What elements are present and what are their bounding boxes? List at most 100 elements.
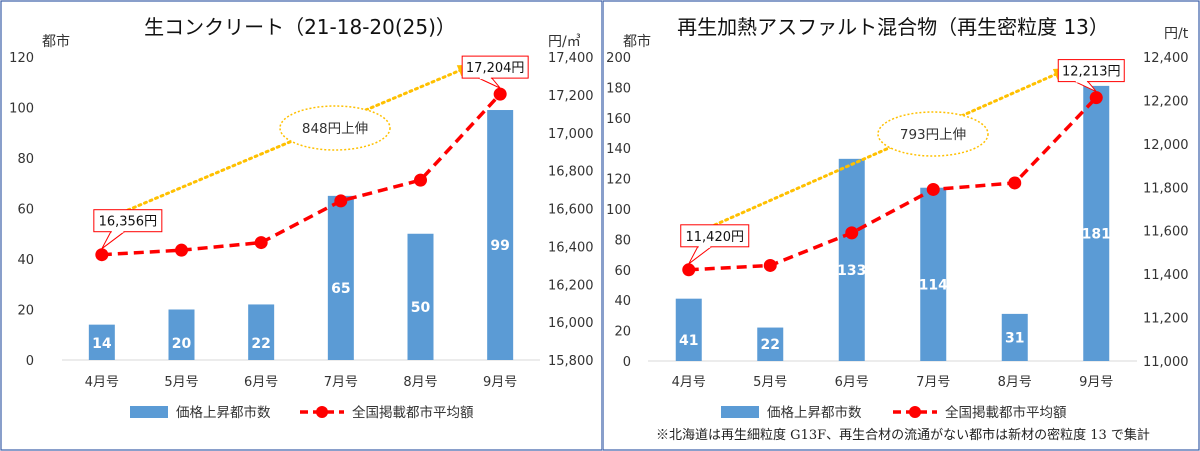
bar-value-label: 41 [679,333,698,349]
left-axis-tick: 80 [17,152,34,167]
line-point [95,248,109,262]
bar-value-label: 20 [172,336,192,352]
bar [407,233,434,360]
right-axis-tick: 11,800 [1143,181,1189,196]
left-axis-tick: 80 [614,233,631,248]
category-label: 7月号 [916,375,950,390]
bar [757,327,784,361]
line-point [763,258,777,272]
left-axis-tick: 120 [606,173,631,188]
bar [1083,85,1110,361]
bar-value-label: 22 [251,336,270,352]
bar-value-label: 14 [92,336,112,352]
right-axis-unit: 円/㎥ [548,34,581,50]
callout-text: 17,204円 [466,61,525,76]
line-point [682,263,696,277]
increase-label: 793円上伸 [900,127,966,143]
left-axis-tick: 140 [606,142,631,157]
category-label: 8月号 [403,375,437,390]
right-axis-tick: 12,400 [1143,51,1189,66]
callout-pointer [688,246,713,265]
right-axis-tick: 15,800 [548,354,594,369]
legend-bar-swatch [721,406,759,418]
callout-end: 17,204円 [461,55,529,89]
category-label: 9月号 [483,375,517,390]
increase-label: 848円上伸 [302,121,368,137]
left-axis-tick: 20 [17,304,34,319]
left-axis-tick: 0 [26,354,34,369]
bar [168,309,195,360]
legend: 価格上昇都市数 全国掲載都市平均額 [721,404,1067,421]
category-label: 5月号 [164,375,198,390]
legend-bar-label: 価格上昇都市数 [767,404,862,421]
average-price-line [688,96,1098,272]
bar-value-label: 181 [1082,226,1111,242]
chart-title: 再生加熱アスファルト混合物（再生密粒度 13） [677,15,1109,39]
callout-start: 11,420円 [680,224,750,265]
legend-line-marker [909,406,921,418]
right-axis-tick: 11,600 [1143,225,1189,240]
increase-arrow [702,68,1068,232]
right-axis-unit: 円/t [1164,26,1189,42]
right-axis-tick: 11,200 [1143,312,1189,327]
right-axis-tick: 12,200 [1143,94,1189,109]
right-axis-tick: 12,000 [1143,138,1189,153]
chart-concrete-svg: 生コンクリート（21-18-20(25)） 都市 円/㎥ 0 20 40 60 80 10… [0,0,603,451]
legend-line-marker [316,406,328,418]
line-point [414,173,427,187]
increase-ellipse [279,105,391,151]
callout-text: 16,356円 [99,215,158,230]
callout-box [1057,59,1125,83]
bar-value-label: 133 [837,263,866,279]
callout-end: 12,213円 [1057,59,1125,93]
line-point [254,236,268,250]
callout-start: 16,356円 [93,209,163,250]
right-axis-tick: 16,800 [548,165,594,180]
right-axis-tick: 11,000 [1143,355,1189,370]
left-axis-unit: 都市 [42,33,70,50]
left-axis-tick: 60 [614,264,631,279]
bar [920,187,947,361]
bar-value-label: 99 [490,238,509,254]
left-axis-tick: 100 [9,102,34,117]
bar [675,298,702,361]
bar [88,324,115,360]
callout-pointer [101,231,126,250]
left-axis-tick: 120 [9,51,34,66]
bar [1001,313,1028,361]
increase-ellipse [877,111,989,157]
average-price-line [101,92,502,257]
category-label: 6月号 [244,375,278,390]
category-label: 6月号 [835,375,869,390]
left-axis-tick: 20 [614,325,631,340]
legend-bar-swatch [130,406,168,418]
bar [248,304,275,360]
line-point [926,182,940,196]
left-axis-tick: 40 [614,294,631,309]
callout-text: 12,213円 [1062,65,1121,80]
bar [838,158,865,361]
right-axis-tick: 17,200 [548,89,594,104]
callout-box [461,55,529,79]
legend-line-label: 全国掲載都市平均額 [352,404,474,421]
footnote: ※北海道は再生細粒度 G13F、再生合材の流通がない都市は新材の密粒度 13 で… [656,427,1150,443]
line-point [334,194,348,208]
bar [327,195,354,360]
callout-box [680,224,750,248]
line-point [1008,176,1022,190]
chart-asphalt-svg: 再生加熱アスファルト混合物（再生密粒度 13） 都市 円/t 0 20 40 60 80… [603,0,1200,451]
legend-line-label: 全国掲載都市平均額 [945,404,1067,421]
right-axis-tick: 16,200 [548,278,594,293]
bar-value-label: 114 [919,277,948,293]
left-axis-tick: 100 [606,203,631,218]
legend: 価格上昇都市数 全国掲載都市平均額 [130,404,474,421]
right-axis-tick: 16,000 [548,316,594,331]
bar [487,110,514,361]
chart-frame [603,0,1200,451]
left-axis-tick: 180 [606,81,631,96]
left-axis-tick: 40 [17,253,34,268]
bar-value-label: 65 [331,281,350,297]
right-axis-tick: 16,600 [548,203,594,218]
chart-panel-concrete: 生コンクリート（21-18-20(25)） 都市 円/㎥ 0 20 40 60 80 10… [0,0,603,451]
left-axis-tick: 0 [623,355,631,370]
